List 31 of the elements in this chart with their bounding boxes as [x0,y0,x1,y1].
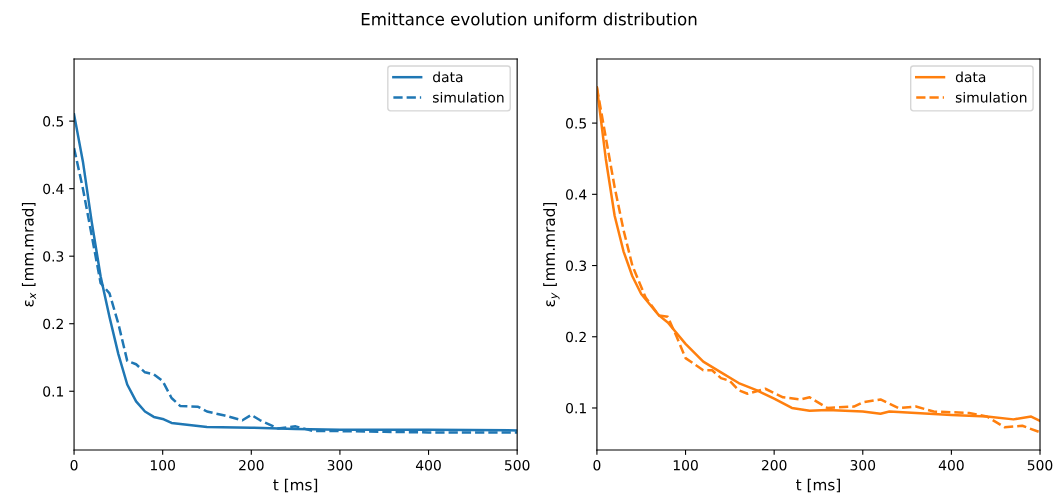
y-tick-label: 0.4 [43,183,64,195]
x-tick-label: 0 [593,459,601,471]
y-tick-label: 0.1 [566,402,586,414]
legend-label: data [433,71,463,83]
y-axis-title: ε$_{y}$ [mm.mrad] [543,202,560,307]
x-tick-label: 200 [761,459,787,471]
x-tick-label: 100 [150,459,176,471]
y-tick-label: 0.3 [43,251,64,262]
x-tick-label: 100 [673,459,698,471]
x-tick-label: 400 [415,459,441,471]
x-axis-title: t [ms] [796,478,840,493]
x-tick-label: 200 [239,459,264,471]
x-tick-label: 300 [327,459,353,471]
y-tick-label: 0.4 [566,189,587,200]
x-tick-label: 500 [504,459,530,471]
x-tick-label: 300 [850,459,876,471]
y-tick-label: 0.5 [43,116,64,127]
y-axis-title: ε$_{x}$ [mm.mrad] [21,202,37,307]
legend-label: data [955,71,986,83]
y-tick-label: 0.5 [566,118,586,129]
x-tick-label: 400 [938,459,964,471]
legend-label: simulation [955,91,1027,103]
x-tick-label: 500 [1027,459,1053,471]
chart-title: Emittance evolution uniform distribution [361,12,697,26]
y-tick-label: 0.2 [43,318,63,330]
y-tick-label: 0.3 [566,260,587,272]
x-axis-title: t [ms] [273,478,318,493]
legend-label: simulation [433,91,504,103]
y-tick-label: 0.1 [43,386,64,397]
x-tick-label: 0 [70,459,78,471]
y-tick-label: 0.2 [566,331,586,343]
